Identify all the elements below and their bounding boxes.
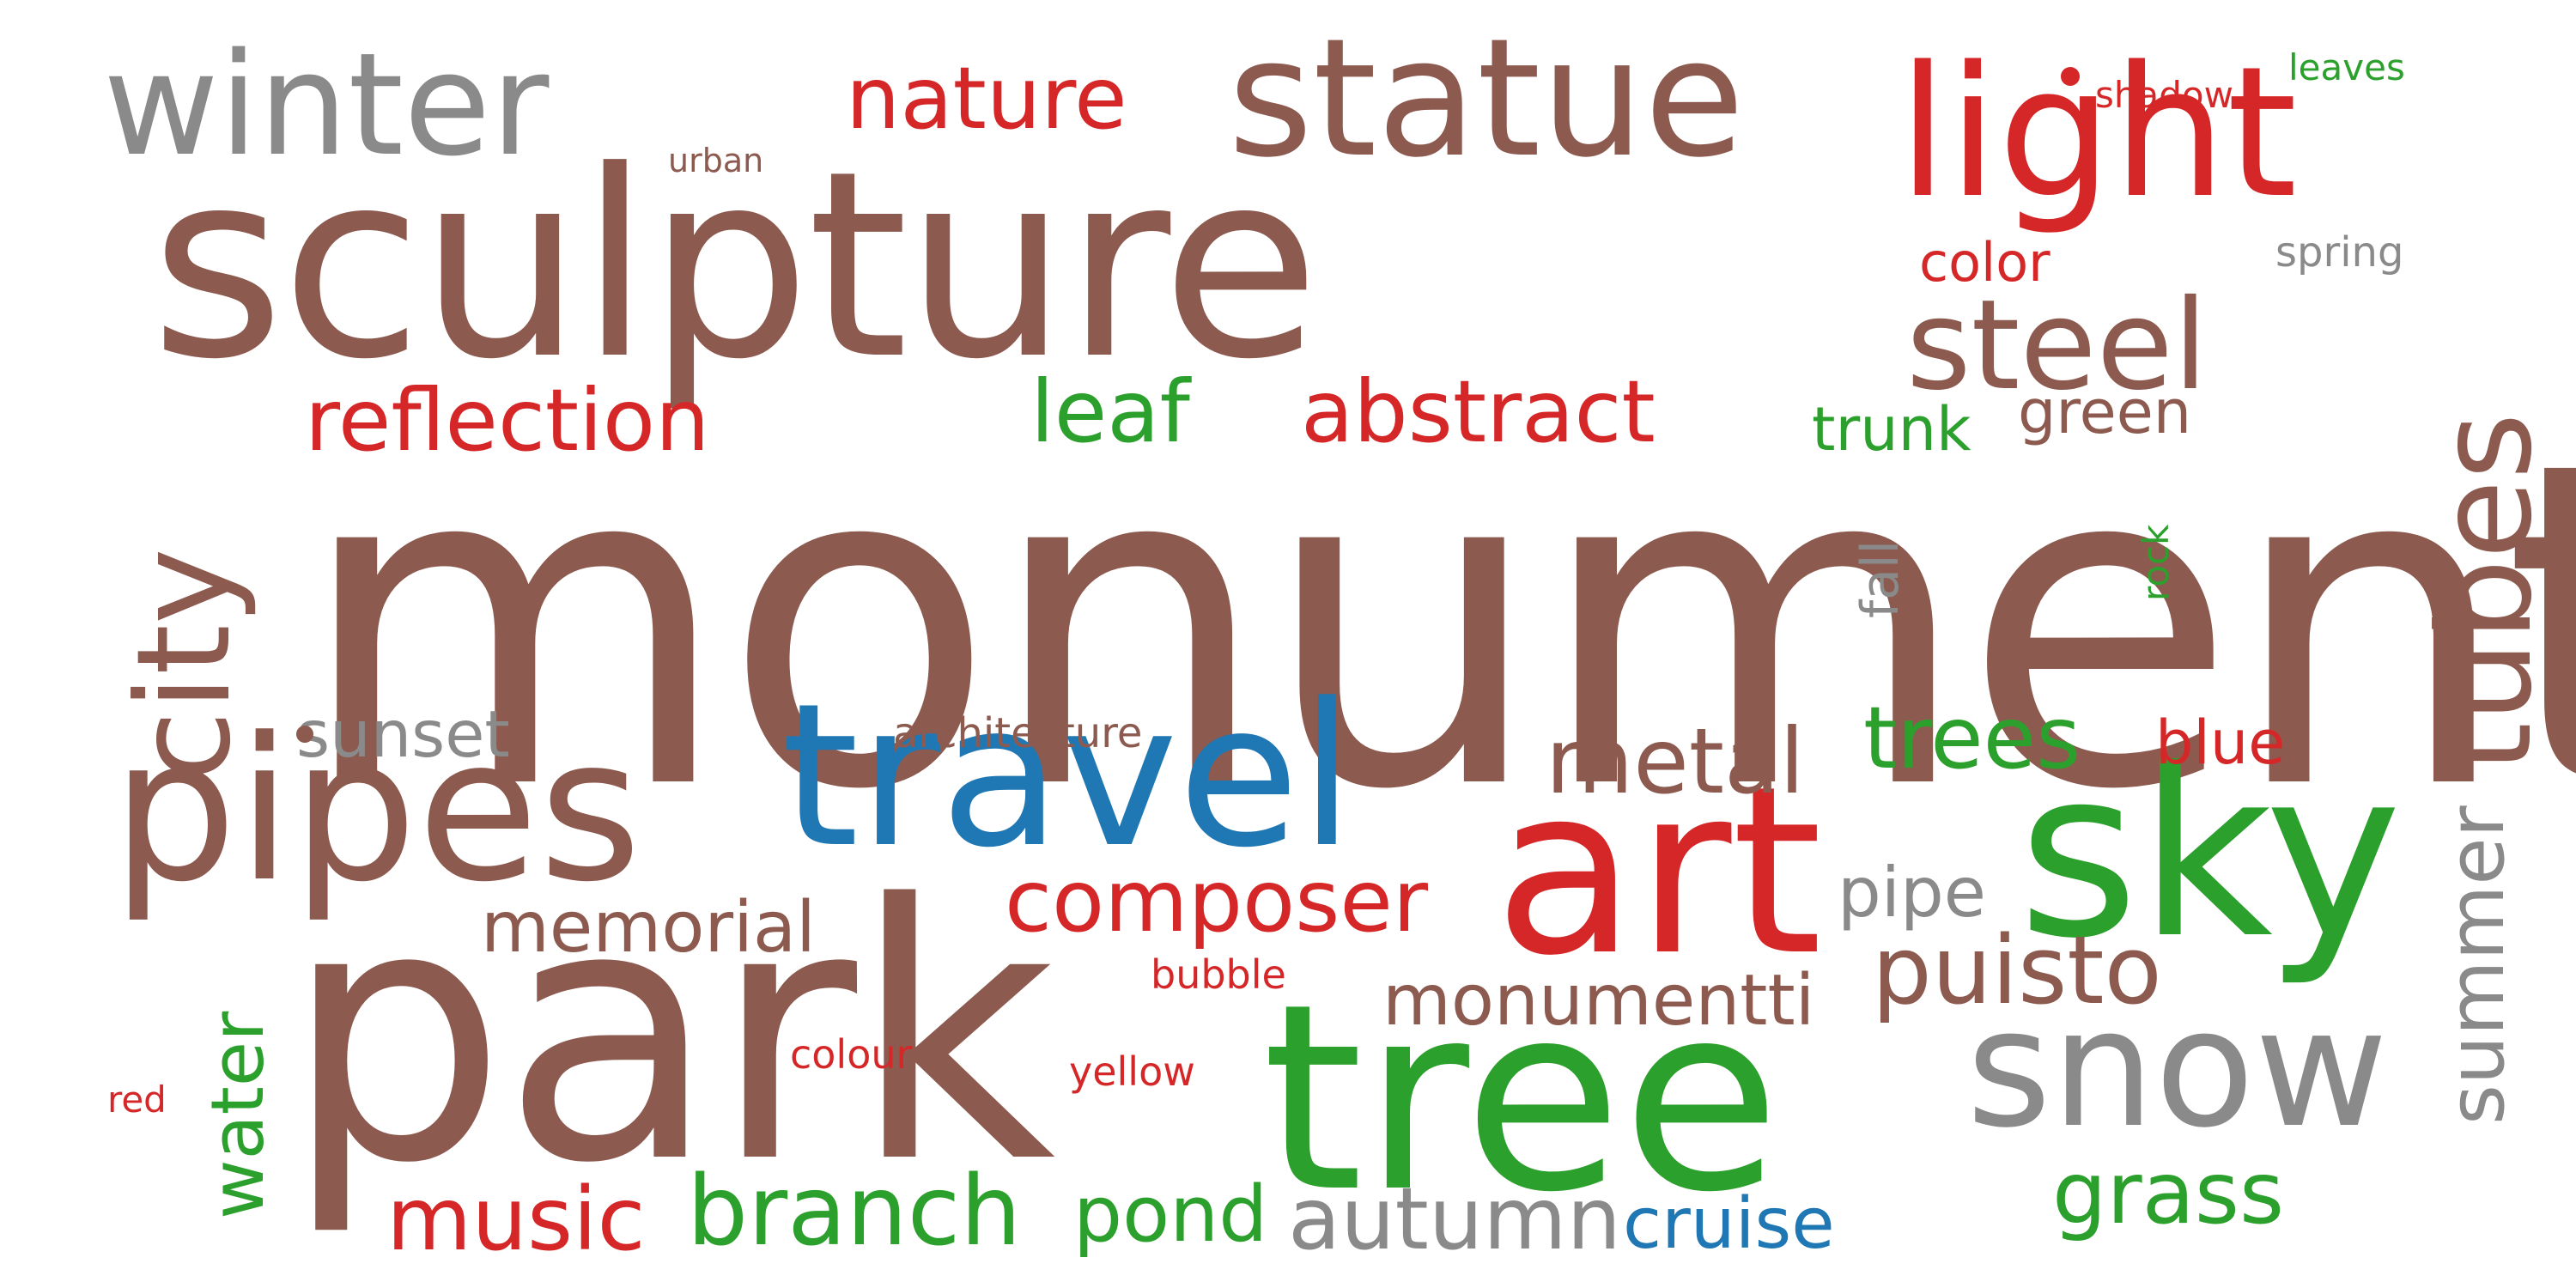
word-travel: travel (781, 662, 1355, 891)
word-music: music (386, 1169, 646, 1271)
word-architecture: architecture (893, 709, 1143, 757)
word-sunset: sunset (296, 696, 510, 772)
word-metal: metal (1546, 709, 1805, 814)
word-grass: grass (2052, 1143, 2285, 1243)
word-city: city (110, 548, 259, 781)
word-spring: spring (2275, 228, 2404, 276)
word-tubes: tubes (2411, 412, 2561, 773)
word-snow: snow (1966, 974, 2389, 1163)
word-trees: trees (1863, 688, 2081, 788)
word-statue: statue (1228, 3, 1745, 193)
word-memorial: memorial (481, 887, 816, 969)
word-pond: pond (1073, 1170, 1268, 1260)
word-fall: fall (1850, 539, 1911, 618)
word-urban: urban (668, 142, 764, 179)
word-nature: nature (846, 48, 1127, 149)
word-winter: winter (103, 22, 550, 187)
word-leaf: leaf (1030, 361, 1190, 462)
word-sculpture: sculpture (150, 116, 1320, 416)
word-summer: summer (2432, 805, 2522, 1125)
word-trunk: trunk (1812, 394, 1971, 465)
word-steel: steel (1906, 273, 2208, 418)
word-park: park (283, 829, 1055, 1240)
word-sky: sky (2018, 719, 2403, 989)
word-pipes: pipes (112, 696, 642, 926)
word-blue: blue (2155, 708, 2286, 778)
word-yellow: yellow (1069, 1048, 1195, 1095)
word-monumentti: monumentti (1382, 960, 1815, 1042)
word-rock: rock (2135, 524, 2177, 601)
word-autumn: autumn (1288, 1169, 1622, 1269)
word-shadow: shadow (2095, 74, 2233, 116)
word-art: art (1494, 736, 1823, 1006)
word-green: green (2018, 377, 2192, 447)
word-branch: branch (687, 1156, 1022, 1267)
word-colour: colour (790, 1031, 913, 1078)
word-composer: composer (1005, 851, 1428, 951)
word-color: color (1919, 231, 2050, 294)
dot-mark (2061, 67, 2080, 86)
word-monument: monument (296, 367, 2576, 887)
word-tree: tree (1262, 949, 1781, 1249)
word-bubble: bubble (1151, 951, 1286, 998)
dot-mark (296, 726, 313, 743)
word-puisto: puisto (1872, 915, 2162, 1025)
word-light: light (1898, 27, 2298, 238)
word-leaves: leaves (2288, 46, 2405, 88)
word-abstract: abstract (1301, 361, 1656, 462)
word-water: water (196, 1011, 281, 1219)
word-cruise: cruise (1623, 1183, 1835, 1265)
word-reflection: reflection (305, 370, 710, 471)
word-red: red (107, 1078, 167, 1121)
word-pipe: pipe (1838, 853, 1987, 933)
